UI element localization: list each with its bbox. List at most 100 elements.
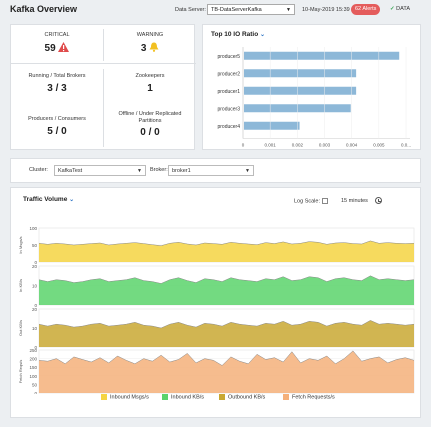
series-line-1 [38, 275, 415, 284]
cluster-label: Cluster: [29, 167, 48, 173]
legend-swatch [219, 394, 225, 400]
zookeepers-label: Zookeepers [135, 73, 165, 79]
area-3 [39, 350, 414, 393]
x-tick-label: 0.005 [373, 143, 385, 148]
offline-kpi[interactable]: Offline / Under Replicated Partitions 0 … [114, 111, 186, 138]
x-tick-label: 0 [242, 143, 245, 148]
y-tick-label: 0 [34, 391, 37, 394]
x-tick-label: 0.003 [319, 143, 331, 148]
data-server-value: TB-DataServerKafka [211, 7, 262, 13]
x-tick-label: 0.004 [346, 143, 358, 148]
producers-label: Producers / Consumers [28, 116, 86, 122]
broker-select[interactable]: broker1 ▼ [168, 165, 254, 176]
series-line-2 [38, 320, 415, 329]
y-tick-label: 150 [29, 365, 37, 370]
area-0 [39, 240, 414, 262]
brokers-kpi[interactable]: Running / Total Brokers 3 / 3 [11, 73, 103, 94]
bar [244, 86, 357, 95]
y-tick-label: 50 [32, 243, 38, 248]
y-tick-label: 50 [32, 382, 38, 387]
brokers-label: Running / Total Brokers [28, 73, 86, 79]
bar-label: producer4 [217, 124, 240, 130]
data-server-label: Data Server: [175, 7, 206, 13]
critical-value: 59 [44, 43, 56, 54]
log-scale-toggle[interactable]: Log Scale: [294, 198, 328, 204]
divider [103, 29, 104, 61]
x-tick-label: 0.002 [292, 143, 304, 148]
traffic-title-text: Traffic Volume [23, 196, 68, 203]
y-tick-label: 10 [32, 284, 38, 289]
y-axis-label: In KB/s [18, 279, 23, 292]
y-tick-label: 0 [34, 303, 37, 308]
producers-kpi[interactable]: Producers / Consumers 5 / 0 [11, 116, 103, 137]
legend-swatch [101, 394, 107, 400]
y-tick-label: 100 [29, 226, 37, 231]
log-scale-checkbox[interactable] [322, 198, 328, 204]
broker-value: broker1 [172, 168, 191, 174]
legend-label: Fetch Requests/s [292, 394, 335, 401]
clock-icon[interactable] [375, 197, 382, 204]
cluster-select[interactable]: KafkaTest ▼ [54, 165, 146, 176]
alerts-badge[interactable]: 62 Alerts [351, 4, 381, 15]
chevron-down-icon: ⌄ [69, 197, 75, 203]
data-status: ✓ DATA [390, 6, 410, 12]
series-line-3 [38, 350, 415, 366]
legend-label: Inbound KB/s [171, 394, 205, 401]
legend-inbound-kb: Inbound KB/s [162, 394, 204, 400]
y-tick-label: 250 [29, 348, 37, 353]
area-2 [39, 320, 414, 347]
x-tick-label: 0.0... [401, 143, 411, 148]
producers-value: 5 / 0 [47, 126, 67, 137]
y-tick-label: 20 [32, 264, 38, 269]
y-tick-label: 20 [32, 307, 38, 312]
critical-label: CRITICAL [44, 32, 70, 38]
bar [244, 51, 400, 60]
filter-bar: Cluster: KafkaTest ▼ Broker: broker1 ▼ [10, 158, 421, 183]
bar-label: producer3 [217, 106, 240, 112]
legend-swatch [162, 394, 168, 400]
y-tick-label: 0 [34, 345, 37, 350]
y-tick-label: 100 [29, 374, 37, 379]
io-ratio-chart: producer5 producer2 producer1 producer3 prod… [217, 47, 411, 148]
check-icon: ✓ [390, 6, 395, 12]
brokers-value: 3 / 3 [47, 83, 67, 94]
offline-value: 0 / 0 [140, 127, 160, 138]
bar-label: producer2 [217, 71, 240, 77]
warning-kpi[interactable]: WARNING 3 [104, 32, 196, 54]
critical-value-row: 59 [11, 42, 103, 54]
data-status-label: DATA [396, 6, 410, 12]
legend-fetch-requests: Fetch Requests/s [283, 394, 335, 400]
warning-label: WARNING [136, 32, 164, 38]
warning-value-row: 3 [104, 42, 196, 54]
alert-triangle-icon [58, 42, 70, 52]
timestamp: 10-May-2019 15:39 [302, 7, 350, 13]
legend-label: Outbound KB/s [228, 394, 266, 401]
y-tick-label: 200 [29, 357, 37, 362]
legend-swatch [283, 394, 289, 400]
broker-label: Broker: [150, 167, 168, 173]
legend-outbound-kb: Outbound KB/s [219, 394, 265, 400]
chevron-down-icon: ▼ [286, 7, 291, 13]
top10-title[interactable]: Top 10 IO Ratio ⌄ [211, 31, 265, 38]
data-server-select[interactable]: TB-DataServerKafka ▼ [207, 4, 295, 15]
chevron-down-icon: ▼ [245, 168, 250, 174]
bar-label: producer5 [217, 54, 240, 60]
top10-panel: Top 10 IO Ratio ⌄ producer5 producer2 prod… [202, 24, 421, 150]
kpi-panel: CRITICAL 59 WARNING 3 Running / Total Br… [10, 24, 196, 150]
offline-label: Offline / Under Replicated Partitions [118, 111, 182, 124]
series-line-0 [38, 240, 415, 246]
time-range[interactable]: 15 minutes [341, 198, 368, 204]
cluster-value: KafkaTest [58, 168, 83, 174]
bar [244, 69, 357, 78]
warning-value: 3 [140, 43, 147, 54]
traffic-title[interactable]: Traffic Volume ⌄ [23, 196, 74, 203]
top10-title-text: Top 10 IO Ratio [211, 31, 259, 38]
divider [103, 69, 104, 147]
critical-kpi[interactable]: CRITICAL 59 [11, 32, 103, 54]
y-tick-label: 10 [32, 326, 38, 331]
chevron-down-icon: ▼ [137, 168, 142, 174]
zookeepers-kpi[interactable]: Zookeepers 1 [104, 73, 196, 94]
header-bar: Kafka Overview Data Server: TB-DataServe… [0, 0, 431, 22]
log-scale-label: Log Scale: [294, 198, 320, 205]
